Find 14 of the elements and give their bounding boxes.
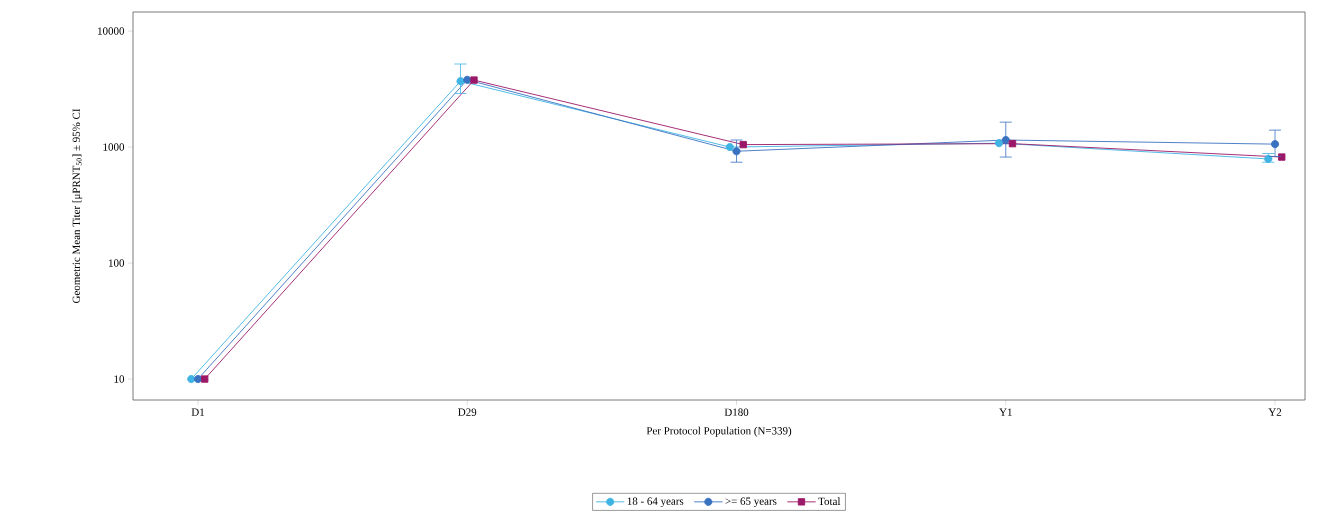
y-tick-label: 10000 — [98, 27, 125, 35]
legend-label: Total — [818, 497, 841, 506]
y-tick-label: 10 — [114, 375, 125, 383]
x-tick-label: D1 — [191, 408, 205, 416]
x-tick-label: D180 — [724, 408, 749, 416]
legend-label: 18 - 64 years — [627, 497, 684, 508]
y-axis-title: Geometric Mean Titer [μPRNT$_{50}$] ± 95% CI — [72, 108, 83, 304]
y-tick-label: 1000 — [103, 143, 125, 151]
y-tick-label: 100 — [109, 259, 125, 267]
legend-label: >= 65 years — [725, 497, 777, 508]
x-axis-title: Per Protocol Population (N=339) — [646, 426, 792, 437]
x-tick-label: Y1 — [999, 408, 1012, 416]
x-tick-label: Y2 — [1268, 408, 1282, 416]
x-tick-label: D29 — [458, 408, 477, 416]
